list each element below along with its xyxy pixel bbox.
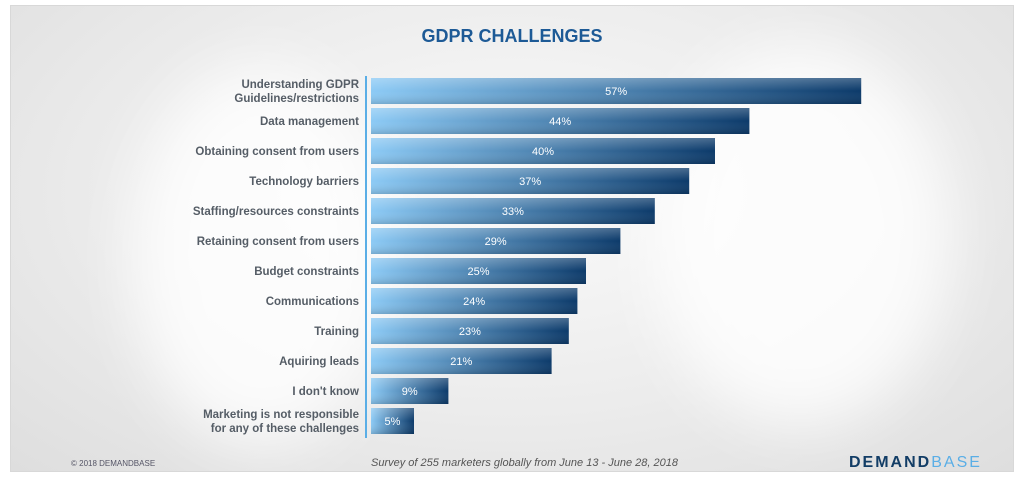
category-label: Aquiring leads [279,356,359,368]
background-glow [131,66,391,446]
bar-shade [371,378,449,404]
data-label: 44% [549,116,571,128]
category-label: Marketing is not responsible for any of t… [203,409,359,435]
bar-shade [371,258,586,284]
category-label: Communications [266,296,359,308]
data-label: 21% [450,356,472,368]
category-label: Staffing/resources constraints [193,206,359,218]
bar-shade [371,138,715,164]
data-label: 37% [519,176,541,188]
category-label: I don't know [292,386,359,398]
data-label: 24% [463,296,485,308]
bar-group: 21% Aquiring leads [279,348,552,374]
copyright-text: © 2018 DEMANDBASE [71,459,156,468]
category-label: Technology barriers [249,176,359,188]
bar-group: 23% Training [314,318,569,344]
category-label: Training [314,326,359,338]
bar-shade [371,198,655,224]
bar-group: 24% Communications [266,288,578,314]
chart-title: GDPR CHALLENGES [421,26,603,46]
data-label: 23% [459,326,481,338]
bar-shade [371,318,569,344]
bar-shade [371,348,552,374]
bar-group: 5% Marketing is not responsible for any of… [203,408,414,435]
bar-chart: 57% Understanding GDPR Guidelines/restrict… [193,76,862,438]
data-label: 33% [502,206,524,218]
category-label: Understanding GDPR Guidelines/restriction… [234,79,359,105]
data-label: 29% [485,236,507,248]
data-label: 9% [402,386,418,398]
bar-group: 29% Retaining consent from users [197,228,621,254]
data-label: 5% [385,416,401,428]
category-label: Budget constraints [254,266,359,278]
bar-group: 9% I don't know [292,378,449,404]
data-label: 25% [467,266,489,278]
bar-shade [371,288,578,314]
bar-group: 40% Obtaining consent from users [195,138,715,164]
chart-card: GDPR CHALLENGES 57% Understanding GDPR Gui… [10,5,1014,472]
bar-group: 44% Data management [260,108,750,134]
category-label: Obtaining consent from users [195,146,359,158]
bar-group: 25% Budget constraints [254,258,586,284]
demandbase-logo: DEMANDBASE [849,454,982,471]
bar-group: 33% Staffing/resources constraints [193,198,655,224]
bar-shade [371,408,414,434]
data-label: 57% [605,86,627,98]
bar-shade [371,78,862,104]
data-label: 40% [532,146,554,158]
survey-note: Survey of 255 marketers globally from Ju… [371,457,678,469]
bar-shade [371,168,690,194]
category-label: Data management [260,116,359,128]
bar-shade [371,228,621,254]
category-label: Retaining consent from users [197,236,359,248]
bar-group: 37% Technology barriers [249,168,690,194]
bar-group: 57% Understanding GDPR Guidelines/restrict… [234,78,862,105]
bar-shade [371,108,750,134]
